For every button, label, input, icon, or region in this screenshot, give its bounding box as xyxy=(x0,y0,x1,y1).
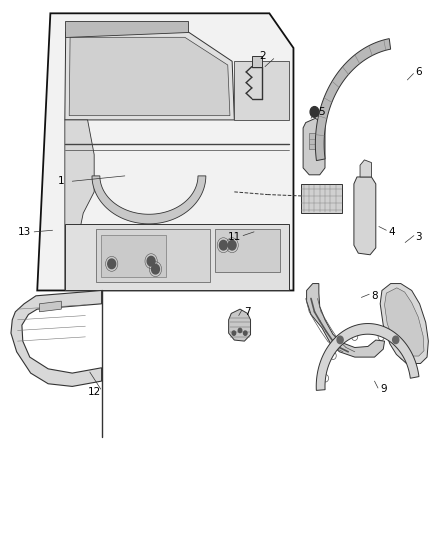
Polygon shape xyxy=(354,177,376,255)
Polygon shape xyxy=(96,229,210,282)
Circle shape xyxy=(337,336,343,344)
Polygon shape xyxy=(380,284,428,364)
Polygon shape xyxy=(303,118,325,175)
Polygon shape xyxy=(385,288,424,356)
Polygon shape xyxy=(69,37,230,116)
Text: 8: 8 xyxy=(371,291,378,301)
Polygon shape xyxy=(65,21,188,37)
Circle shape xyxy=(310,107,319,117)
Circle shape xyxy=(108,259,116,269)
Text: 13: 13 xyxy=(18,227,31,237)
Text: 3: 3 xyxy=(415,232,422,242)
Polygon shape xyxy=(309,133,322,149)
Circle shape xyxy=(238,328,242,333)
Text: 11: 11 xyxy=(228,232,241,242)
Polygon shape xyxy=(252,56,262,67)
Polygon shape xyxy=(307,284,385,357)
Polygon shape xyxy=(37,13,293,290)
Circle shape xyxy=(232,331,236,335)
Text: 6: 6 xyxy=(415,67,422,77)
Polygon shape xyxy=(39,301,61,312)
Polygon shape xyxy=(65,32,234,120)
Circle shape xyxy=(147,256,155,266)
Polygon shape xyxy=(65,120,94,290)
Polygon shape xyxy=(101,235,166,277)
Text: 9: 9 xyxy=(380,384,387,394)
Circle shape xyxy=(152,264,159,274)
Circle shape xyxy=(219,240,227,250)
Polygon shape xyxy=(316,324,419,390)
Text: 12: 12 xyxy=(88,387,101,397)
Circle shape xyxy=(244,331,247,335)
Polygon shape xyxy=(234,61,289,120)
Polygon shape xyxy=(360,160,371,177)
Text: 7: 7 xyxy=(244,307,251,317)
Text: 1: 1 xyxy=(58,176,65,186)
Circle shape xyxy=(228,240,236,250)
Polygon shape xyxy=(92,176,206,224)
Polygon shape xyxy=(215,229,280,272)
Polygon shape xyxy=(11,290,102,386)
Polygon shape xyxy=(229,309,251,341)
Polygon shape xyxy=(315,38,391,160)
Text: 4: 4 xyxy=(389,227,396,237)
Circle shape xyxy=(392,336,399,344)
Text: 2: 2 xyxy=(259,51,266,61)
Polygon shape xyxy=(65,224,289,290)
Polygon shape xyxy=(301,184,342,213)
Text: 5: 5 xyxy=(318,107,325,117)
